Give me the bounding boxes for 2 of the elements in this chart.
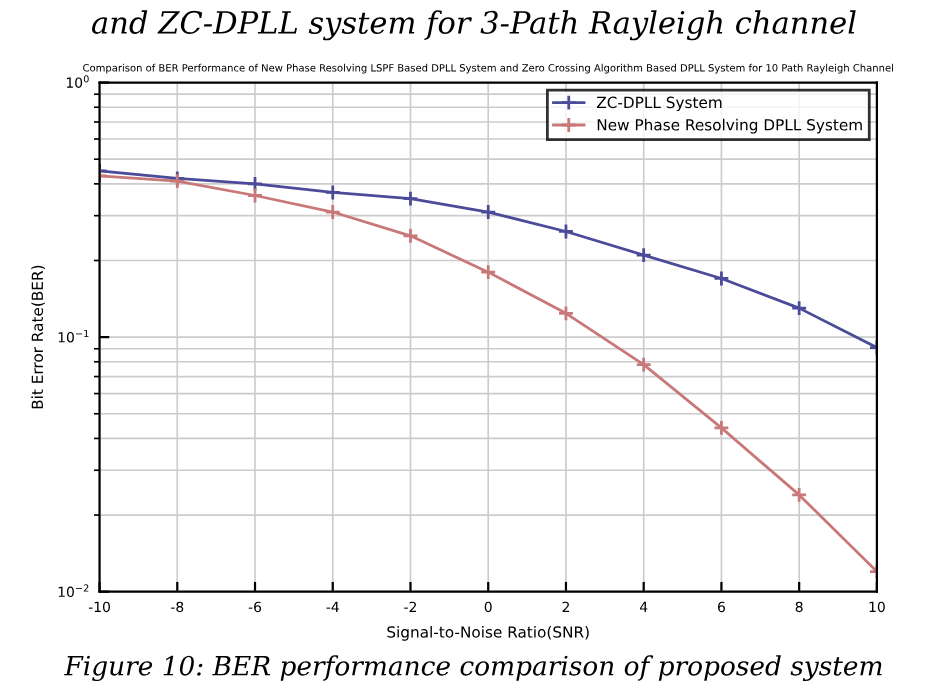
caption: Figure 10: BER performance comparison of proposed system xyxy=(64,655,882,682)
text: and ZC-DPLL system for 3-Path Rayleigh channel xyxy=(92,10,856,41)
